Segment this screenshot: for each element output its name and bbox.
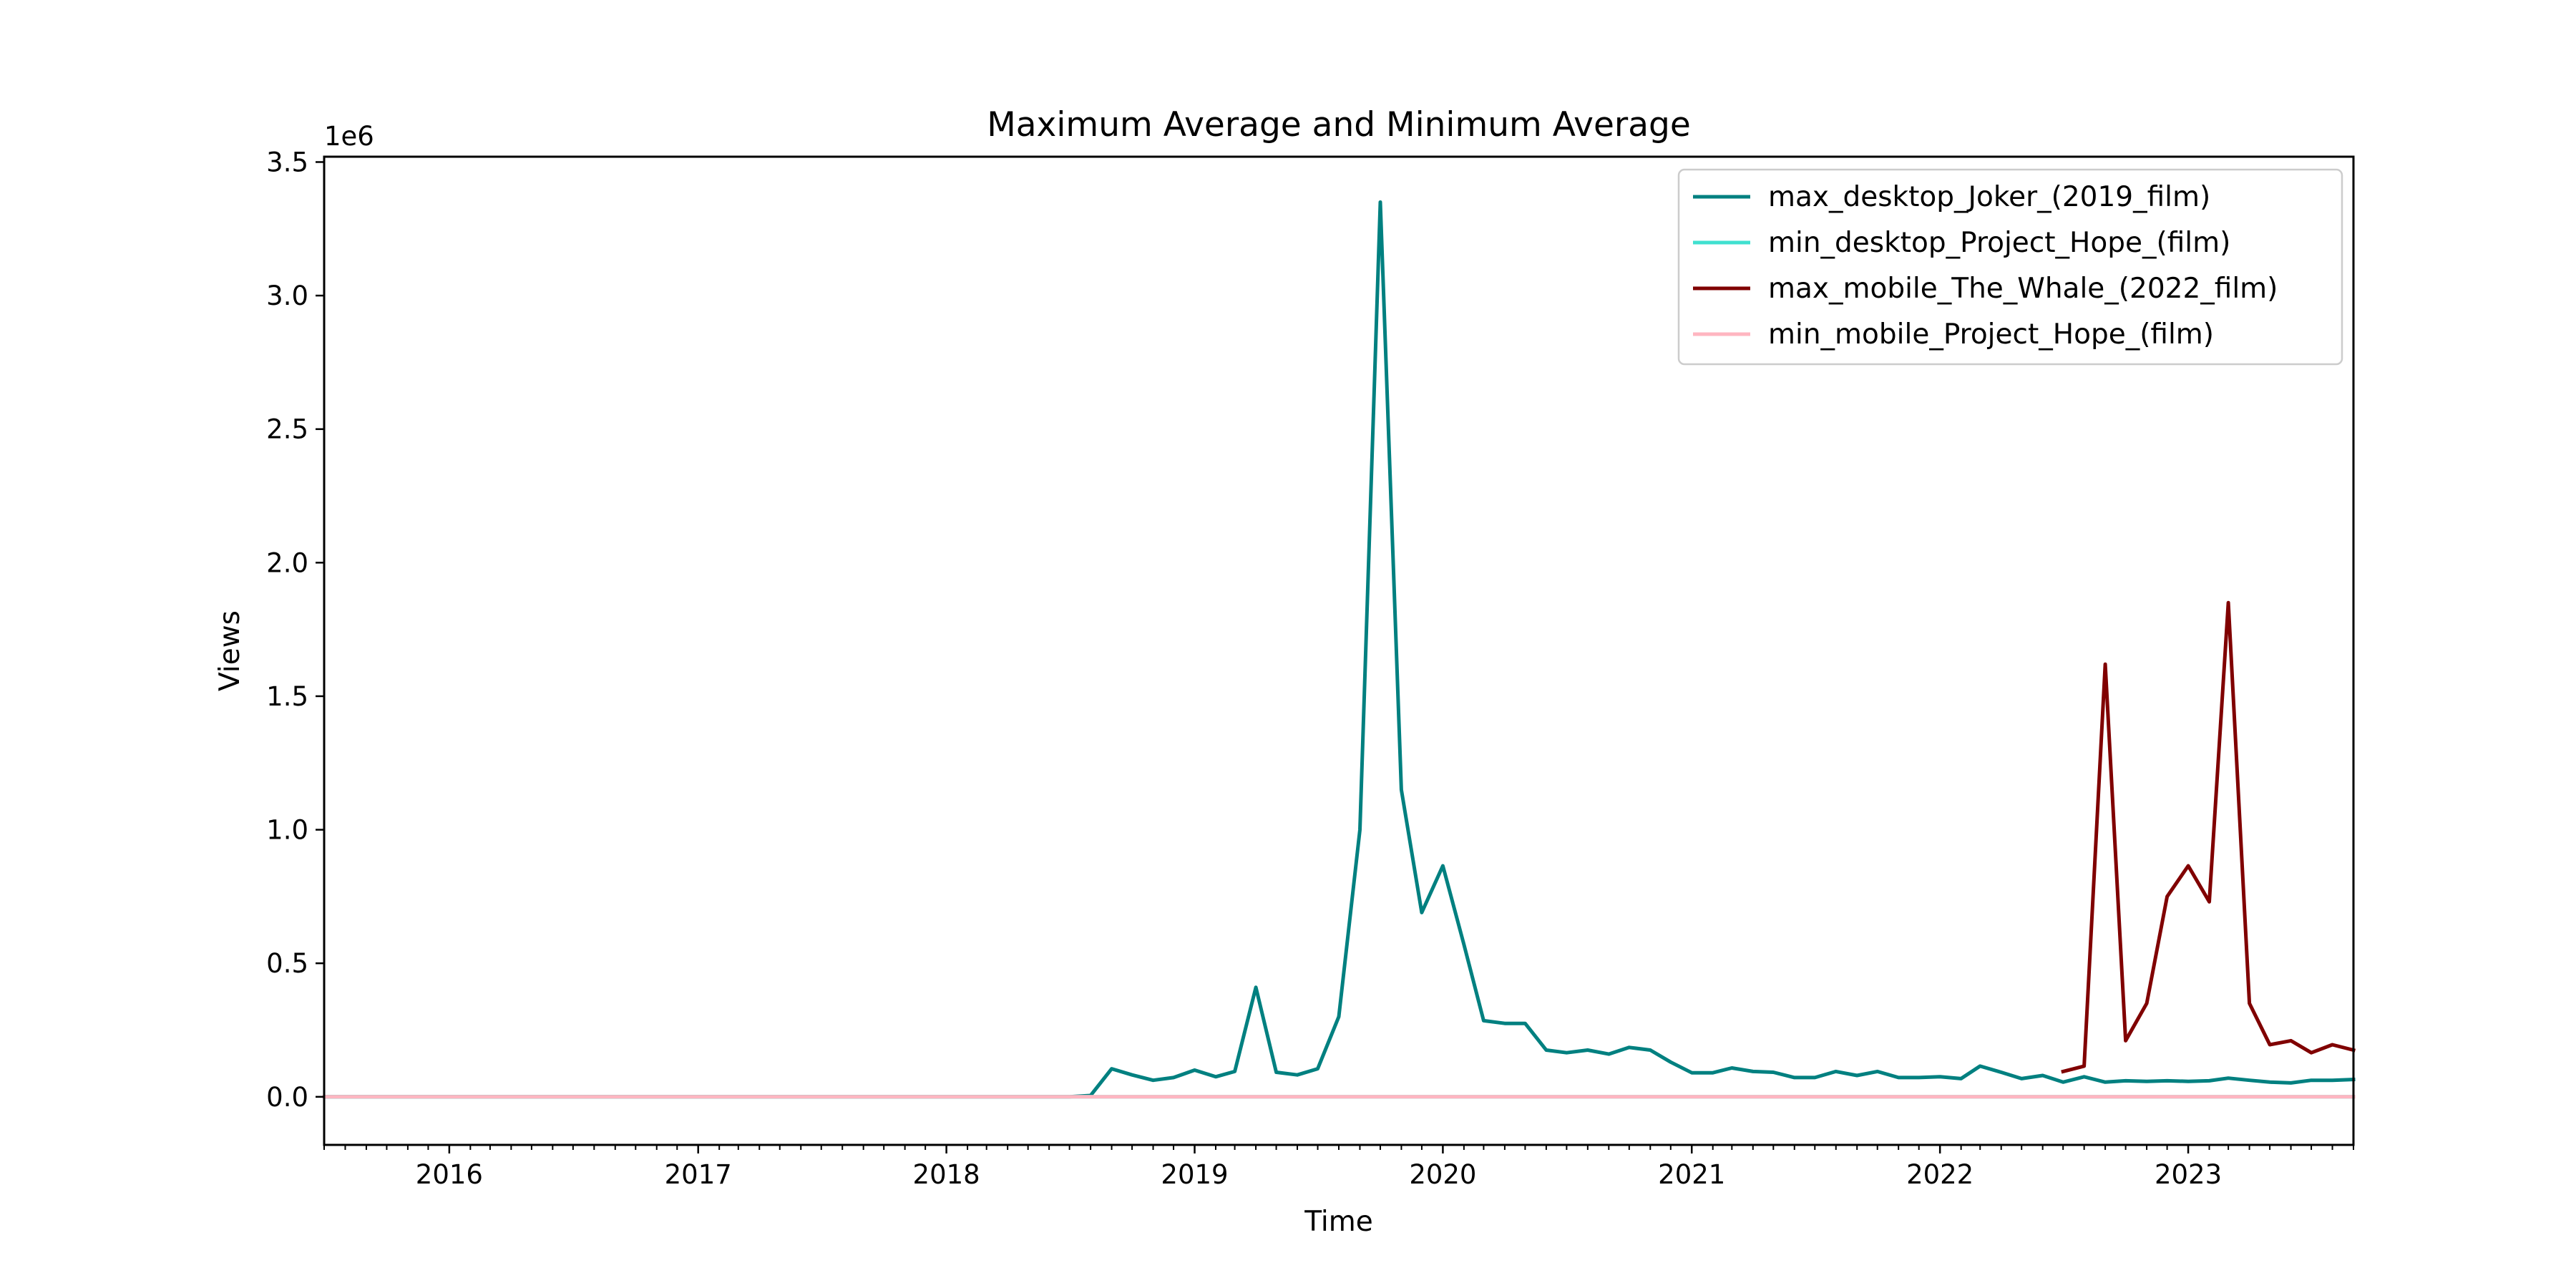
x-tick-label: 2016 <box>416 1159 483 1190</box>
x-tick-label: 2021 <box>1658 1159 1725 1190</box>
legend-label: max_mobile_The_Whale_(2022_film) <box>1768 273 2278 305</box>
y-tick-label: 0.0 <box>266 1082 308 1113</box>
y-tick-label: 1.0 <box>266 815 308 846</box>
axis-layer: 0.0 0.5 1.0 1.5 2.0 2.5 3.0 3.5 2016 2017 2018 2019… <box>266 147 2354 1190</box>
x-tick-label: 2020 <box>1409 1159 1476 1190</box>
series-line <box>322 200 2356 1099</box>
x-tick-label: 2019 <box>1161 1159 1228 1190</box>
x-tick-label: 2023 <box>2155 1159 2222 1190</box>
y-axis-label: Views <box>214 610 246 691</box>
x-tick-label: 2022 <box>1906 1159 1974 1190</box>
x-tick-label: 2018 <box>913 1159 980 1190</box>
legend-label: min_mobile_Project_Hope_(film) <box>1768 318 2214 351</box>
series-layer <box>322 200 2356 1099</box>
y-tick-label: 2.5 <box>266 414 308 445</box>
y-axis-offset-label: 1e6 <box>324 121 374 152</box>
y-tick-label: 3.5 <box>266 147 308 177</box>
legend-label: min_desktop_Project_Hope_(film) <box>1768 227 2230 259</box>
y-tick-label: 1.5 <box>266 681 308 712</box>
legend-box <box>1677 168 2343 366</box>
legend: max_desktop_Joker_(2019_film) min_desktop… <box>1677 168 2343 366</box>
chart-title: Maximum Average and Minimum Average <box>987 105 1691 145</box>
x-tick-label: 2017 <box>665 1159 732 1190</box>
y-tick-label: 2.0 <box>266 547 308 578</box>
legend-label: max_desktop_Joker_(2019_film) <box>1768 181 2210 213</box>
y-tick-label: 3.0 <box>266 280 308 311</box>
x-axis-label: Time <box>1304 1206 1372 1238</box>
y-tick-label: 0.5 <box>266 948 308 979</box>
series-line <box>2061 600 2356 1074</box>
